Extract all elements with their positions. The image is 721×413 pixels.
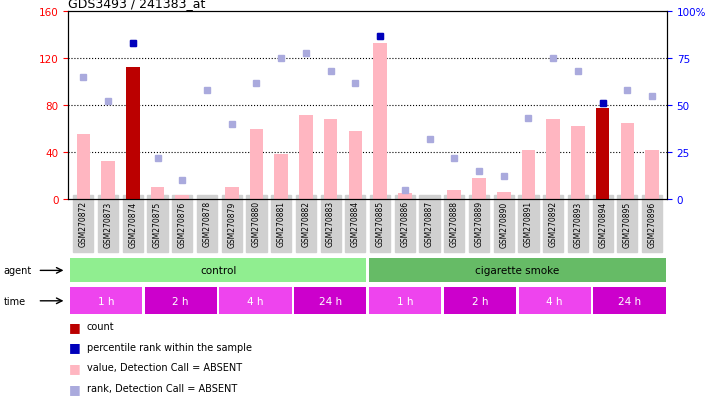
- Bar: [472, 178, 486, 199]
- Text: ■: ■: [68, 361, 80, 374]
- Text: count: count: [87, 321, 114, 331]
- Bar: [348, 132, 362, 199]
- Text: 1 h: 1 h: [97, 296, 114, 306]
- Text: time: time: [4, 296, 26, 306]
- Text: percentile rank within the sample: percentile rank within the sample: [87, 342, 252, 352]
- Bar: [175, 196, 189, 199]
- Bar: [151, 188, 164, 199]
- Bar: [126, 67, 140, 199]
- Bar: [225, 188, 239, 199]
- Text: GDS3493 / 241383_at: GDS3493 / 241383_at: [68, 0, 206, 10]
- Bar: [398, 194, 412, 199]
- Text: ■: ■: [68, 340, 80, 354]
- Bar: [621, 123, 634, 199]
- Bar: [369, 259, 665, 283]
- Bar: [70, 288, 142, 314]
- Bar: [497, 192, 510, 199]
- Text: 1 h: 1 h: [397, 296, 413, 306]
- Bar: [443, 288, 516, 314]
- Text: value, Detection Call = ABSENT: value, Detection Call = ABSENT: [87, 363, 242, 373]
- Bar: [144, 288, 217, 314]
- Bar: [522, 150, 535, 199]
- Bar: [518, 288, 591, 314]
- Bar: [547, 120, 560, 199]
- Bar: [101, 162, 115, 199]
- Text: agent: agent: [4, 266, 32, 276]
- Text: 24 h: 24 h: [319, 296, 342, 306]
- Text: rank, Detection Call = ABSENT: rank, Detection Call = ABSENT: [87, 383, 236, 393]
- Text: cigarette smoke: cigarette smoke: [475, 266, 559, 276]
- Bar: [645, 150, 659, 199]
- Bar: [219, 288, 292, 314]
- Text: 2 h: 2 h: [172, 296, 189, 306]
- Bar: [294, 288, 366, 314]
- Text: 2 h: 2 h: [472, 296, 488, 306]
- Text: ■: ■: [68, 382, 80, 395]
- Bar: [593, 288, 665, 314]
- Text: 4 h: 4 h: [247, 296, 264, 306]
- Text: control: control: [200, 266, 236, 276]
- Bar: [373, 44, 387, 199]
- Bar: [70, 259, 366, 283]
- Bar: [76, 135, 90, 199]
- Bar: [249, 129, 263, 199]
- Bar: [369, 288, 441, 314]
- Bar: [448, 190, 461, 199]
- Bar: [571, 127, 585, 199]
- Text: 24 h: 24 h: [618, 296, 641, 306]
- Bar: [275, 155, 288, 199]
- Text: ■: ■: [68, 320, 80, 333]
- Bar: [324, 120, 337, 199]
- Bar: [596, 108, 609, 199]
- Text: 4 h: 4 h: [547, 296, 563, 306]
- Bar: [299, 115, 313, 199]
